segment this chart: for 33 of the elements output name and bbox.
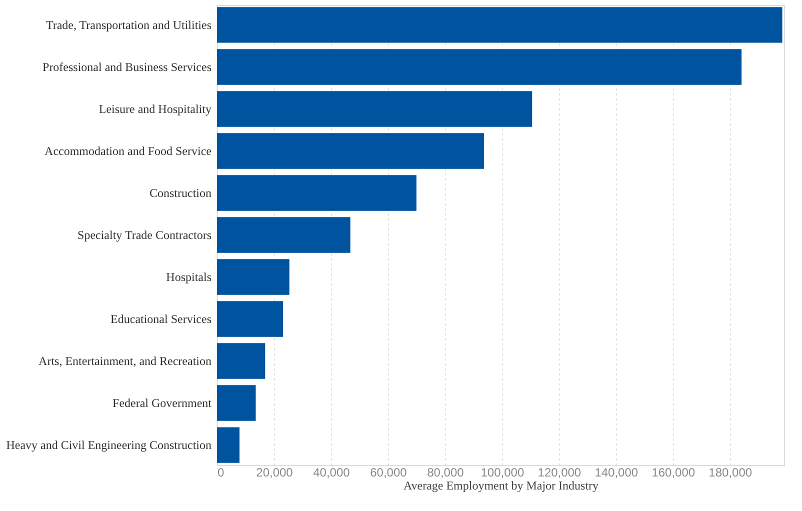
bar — [217, 133, 484, 169]
y-tick-label: Trade, Transportation and Utilities — [46, 18, 212, 32]
bar — [217, 385, 256, 421]
bar — [217, 175, 416, 211]
x-tick-label: 0 — [218, 466, 224, 480]
y-tick-label: Accommodation and Food Service — [44, 144, 212, 158]
x-tick-label: 100,000 — [480, 466, 524, 480]
x-tick-label: 80,000 — [427, 466, 464, 480]
x-tick-label: 20,000 — [256, 466, 294, 480]
y-tick-label: Federal Government — [112, 396, 212, 410]
x-tick-label: 160,000 — [652, 466, 696, 480]
bar — [217, 343, 266, 379]
y-tick-label: Arts, Entertainment, and Recreation — [38, 354, 212, 368]
bar — [217, 259, 290, 295]
y-tick-label: Professional and Business Services — [42, 60, 212, 74]
y-tick-label: Educational Services — [110, 312, 212, 326]
bar — [217, 301, 284, 337]
bar — [217, 7, 782, 43]
bar — [217, 217, 350, 253]
x-tick-label: 140,000 — [594, 466, 638, 480]
x-tick-label: 60,000 — [370, 466, 408, 480]
x-axis-title: Average Employment by Major Industry — [403, 478, 599, 492]
x-tick-label: 120,000 — [538, 466, 582, 480]
y-tick-label: Heavy and Civil Engineering Construction — [6, 438, 212, 452]
bar — [217, 49, 742, 85]
y-tick-label: Specialty Trade Contractors — [78, 228, 212, 242]
bar — [217, 91, 532, 127]
bar — [217, 427, 240, 463]
y-tick-label: Hospitals — [166, 270, 212, 284]
x-tick-label: 40,000 — [313, 466, 350, 480]
y-tick-label: Leisure and Hospitality — [98, 102, 212, 116]
y-tick-label: Construction — [150, 186, 212, 200]
x-tick-label: 180,000 — [708, 466, 752, 480]
